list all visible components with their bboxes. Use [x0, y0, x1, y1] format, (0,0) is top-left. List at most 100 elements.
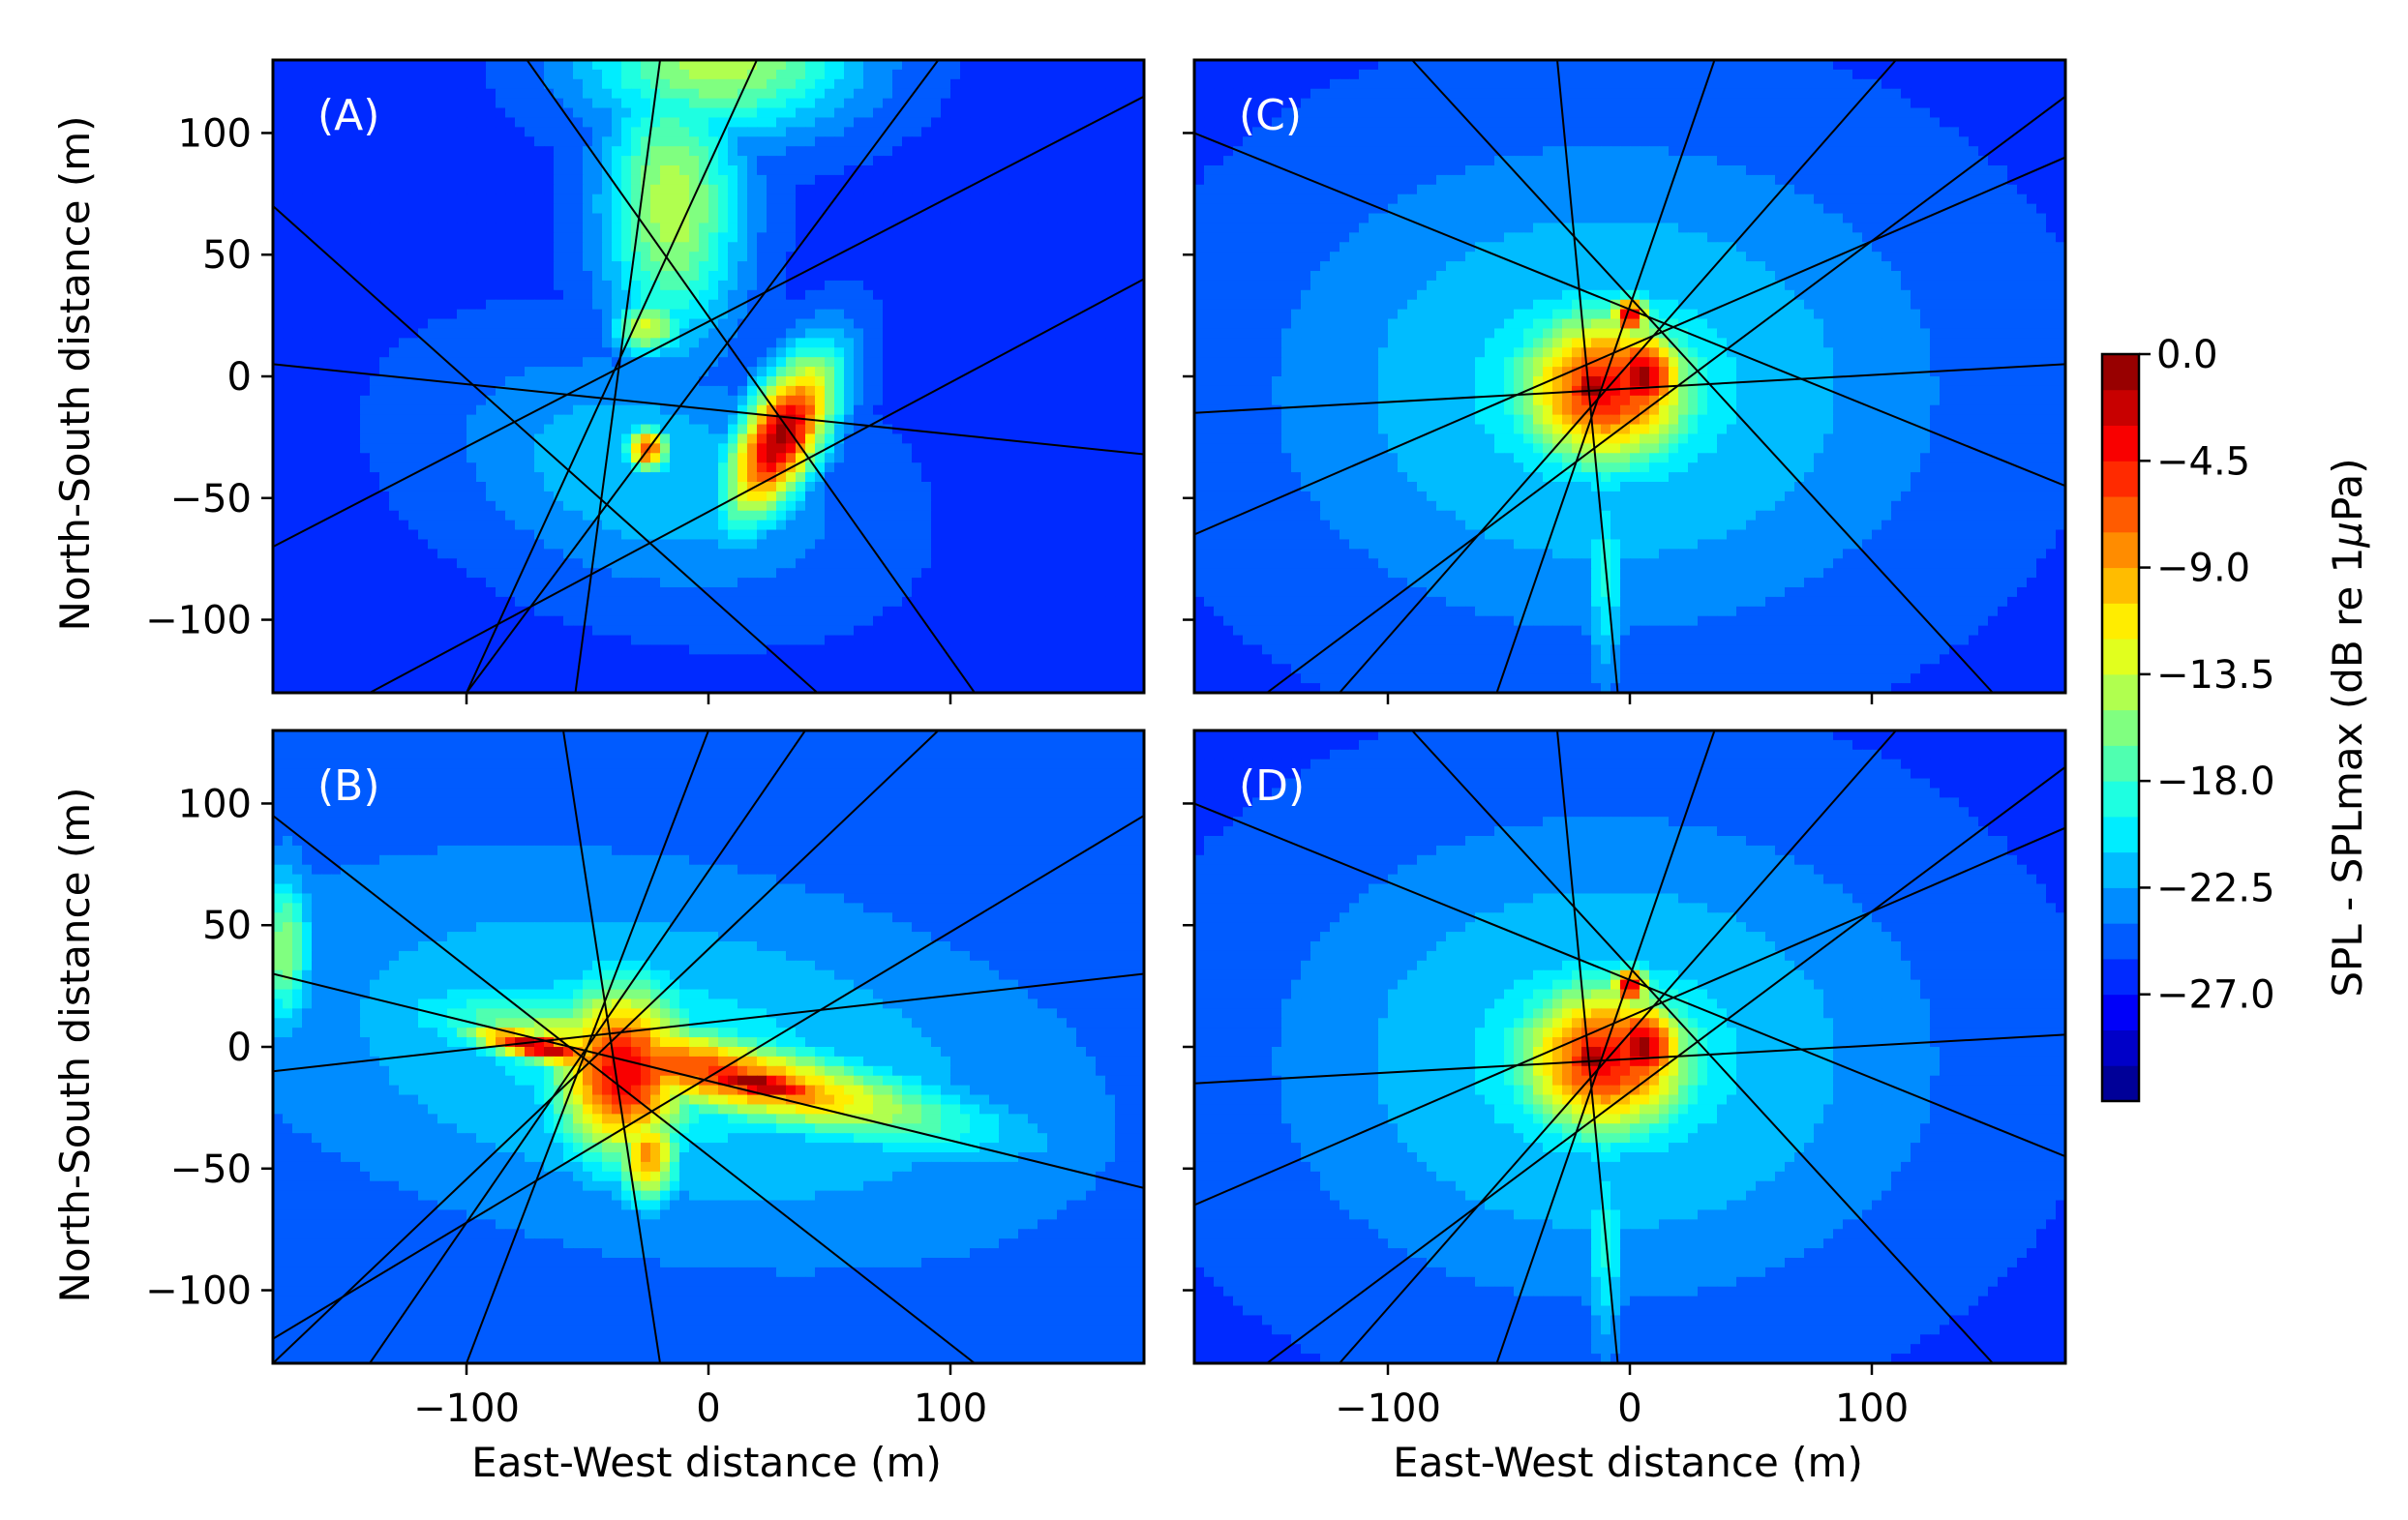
- heat-cell: [428, 232, 438, 243]
- heat-cell: [360, 69, 371, 80]
- heat-cell: [554, 232, 564, 243]
- heat-cell: [1115, 146, 1126, 157]
- heat-cell: [379, 232, 390, 243]
- heat-cell: [708, 223, 719, 233]
- heat-cell: [960, 482, 971, 492]
- heat-cell: [292, 549, 303, 559]
- heat-cell: [815, 404, 826, 416]
- heat-cell: [999, 271, 1009, 282]
- heat-cell: [505, 242, 516, 253]
- heat-cell: [854, 261, 864, 272]
- heat-cell: [312, 510, 322, 522]
- heat-cell: [689, 299, 700, 311]
- heat-cell: [931, 529, 942, 541]
- heat-cell: [660, 376, 671, 387]
- heat-cell: [389, 376, 400, 387]
- heat-cell: [844, 184, 855, 195]
- heat-cell: [341, 280, 351, 291]
- heat-cell: [1038, 174, 1048, 186]
- heat-cell: [815, 482, 826, 492]
- heat-cell: [970, 98, 980, 109]
- heat-cell: [863, 107, 874, 119]
- heat-cell: [428, 271, 438, 282]
- heat-cell: [1115, 69, 1126, 80]
- heat-cell: [825, 107, 835, 119]
- heat-cell: [273, 107, 284, 119]
- heat-cell: [747, 376, 758, 387]
- heat-cell: [1134, 482, 1145, 492]
- heat-cell: [437, 174, 448, 186]
- heat-cell: [621, 539, 632, 550]
- heat-cell: [1076, 404, 1087, 416]
- heat-cell: [970, 203, 980, 215]
- heat-cell: [399, 60, 409, 71]
- heat-cell: [970, 117, 980, 128]
- heat-cell: [650, 194, 661, 205]
- heat-cell: [796, 453, 806, 463]
- heat-cell: [486, 280, 497, 291]
- heat-cell: [902, 385, 913, 397]
- heat-cell: [1008, 242, 1019, 253]
- heat-cell: [931, 69, 942, 80]
- heat-cell: [989, 520, 1000, 531]
- heat-cell: [341, 395, 351, 406]
- heat-cell: [650, 404, 661, 416]
- heat-cell: [844, 395, 855, 406]
- heat-cell: [679, 289, 690, 301]
- heat-cell: [583, 549, 593, 559]
- heat-cell: [912, 568, 922, 579]
- heat-cell: [418, 395, 429, 406]
- heat-cell: [757, 299, 768, 311]
- heat-cell: [941, 414, 951, 426]
- heat-cell: [399, 289, 409, 301]
- heat-cell: [476, 529, 487, 541]
- heat-cell: [979, 347, 990, 358]
- heat-cell: [273, 347, 284, 358]
- heat-cell: [437, 347, 448, 358]
- heat-cell: [979, 309, 990, 320]
- heat-cell: [486, 271, 497, 282]
- heat-cell: [641, 184, 651, 195]
- heat-cell: [757, 280, 768, 291]
- heat-cell: [767, 520, 777, 531]
- heat-cell: [418, 261, 429, 272]
- heat-cell: [1038, 539, 1048, 550]
- heat-cell: [1028, 578, 1038, 588]
- heat-cell: [834, 223, 845, 233]
- heat-cell: [496, 529, 506, 541]
- heat-cell: [408, 136, 419, 147]
- heat-cell: [718, 539, 729, 550]
- heat-cell: [660, 443, 671, 454]
- heat-cell: [360, 433, 371, 444]
- heat-cell: [563, 472, 574, 483]
- heat-cell: [708, 376, 719, 387]
- heat-cell: [941, 60, 951, 71]
- heat-cell: [350, 318, 361, 330]
- heat-cell: [1096, 261, 1106, 272]
- heat-cell: [592, 385, 603, 397]
- heat-cell: [708, 127, 719, 137]
- heat-cell: [708, 60, 719, 71]
- heat-cell: [912, 232, 922, 243]
- heat-cell: [737, 271, 748, 282]
- heat-cell: [950, 453, 961, 463]
- heat-cell: [844, 424, 855, 435]
- heat-cell: [360, 98, 371, 109]
- heat-cell: [525, 309, 535, 320]
- heat-cell: [360, 194, 371, 205]
- heat-cell: [302, 107, 313, 119]
- heat-cell: [476, 376, 487, 387]
- heat-cell: [989, 338, 1000, 348]
- heat-cell: [708, 146, 719, 157]
- heat-cell: [437, 271, 448, 282]
- heat-cell: [631, 482, 642, 492]
- heat-cell: [999, 443, 1009, 454]
- heat-cell: [873, 309, 884, 320]
- heat-cell: [505, 367, 516, 377]
- heat-cell: [815, 443, 826, 454]
- heat-cell: [805, 309, 816, 320]
- heat-cell: [805, 156, 816, 166]
- heat-cell: [641, 472, 651, 483]
- heat-cell: [747, 558, 758, 569]
- heat-cell: [437, 146, 448, 157]
